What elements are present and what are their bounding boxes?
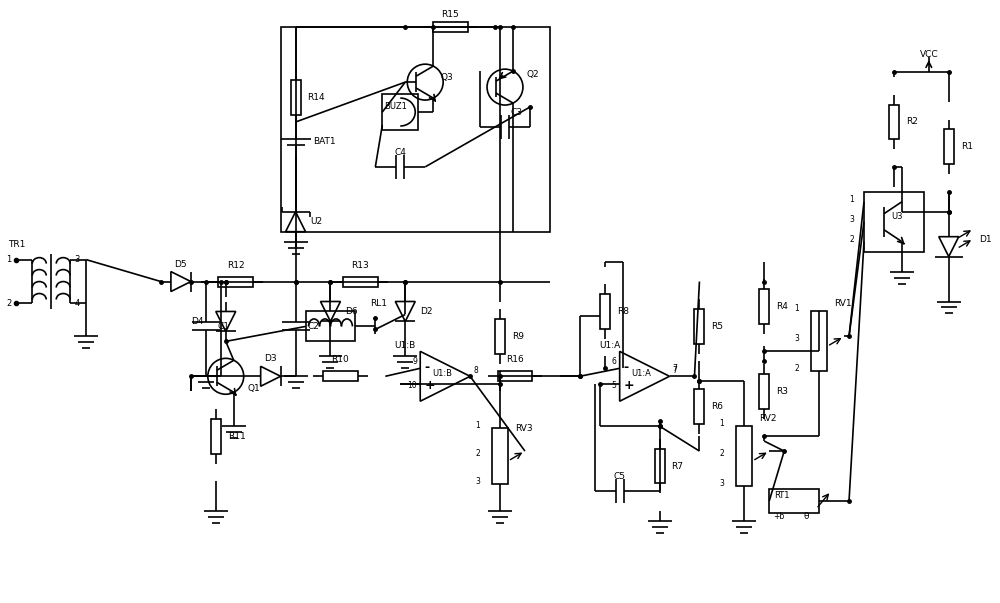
- Bar: [759, 289, 769, 324]
- Bar: [759, 374, 769, 409]
- Text: θ: θ: [803, 512, 809, 521]
- Text: D5: D5: [175, 260, 187, 268]
- Text: 8: 8: [473, 366, 478, 375]
- Text: 1: 1: [6, 255, 11, 264]
- Text: R4: R4: [776, 302, 788, 311]
- Bar: [492, 428, 508, 484]
- Bar: [343, 277, 378, 286]
- Bar: [433, 22, 468, 32]
- Bar: [323, 371, 358, 381]
- Text: +b: +b: [774, 512, 785, 521]
- Text: C3: C3: [511, 108, 523, 117]
- Text: 1: 1: [475, 421, 480, 430]
- Text: 2: 2: [794, 364, 799, 373]
- Text: U1:A: U1:A: [632, 369, 652, 378]
- Text: 1: 1: [794, 305, 799, 314]
- Text: RL1: RL1: [370, 300, 387, 309]
- Text: 1: 1: [849, 195, 854, 204]
- Bar: [281, 27, 550, 232]
- Text: 10: 10: [408, 381, 417, 390]
- Text: R11: R11: [228, 432, 246, 441]
- Text: C2: C2: [308, 322, 319, 331]
- Bar: [694, 389, 704, 424]
- Text: R13: R13: [352, 260, 369, 270]
- Text: +: +: [624, 379, 634, 392]
- Text: R15: R15: [441, 10, 459, 19]
- Text: R1: R1: [961, 142, 973, 151]
- Text: Q1: Q1: [248, 384, 260, 393]
- Bar: [694, 309, 704, 344]
- Text: C1: C1: [218, 322, 230, 331]
- Bar: [944, 130, 954, 165]
- Text: U1:B: U1:B: [432, 369, 452, 378]
- Text: -: -: [624, 361, 629, 374]
- Text: VCC: VCC: [919, 50, 938, 59]
- Text: D1: D1: [979, 235, 991, 244]
- Text: BUZ1: BUZ1: [384, 102, 407, 111]
- Text: R3: R3: [776, 387, 788, 396]
- Bar: [498, 371, 532, 381]
- Text: 4: 4: [74, 299, 79, 308]
- Text: 6: 6: [612, 358, 617, 367]
- Text: U3: U3: [891, 212, 903, 221]
- Bar: [382, 94, 418, 130]
- Text: R6: R6: [711, 402, 723, 411]
- Text: 3: 3: [74, 255, 80, 264]
- Text: D6: D6: [345, 307, 358, 316]
- Text: R5: R5: [711, 322, 723, 331]
- Text: R14: R14: [308, 93, 325, 101]
- Text: -: -: [424, 361, 429, 374]
- Bar: [769, 489, 819, 513]
- Text: U1:B: U1:B: [395, 341, 416, 350]
- Text: R8: R8: [617, 307, 629, 316]
- Bar: [211, 418, 221, 453]
- Text: 3: 3: [475, 477, 480, 486]
- Text: D4: D4: [191, 317, 203, 326]
- Text: +: +: [424, 379, 435, 392]
- Text: R9: R9: [512, 332, 524, 341]
- Text: C5: C5: [614, 472, 626, 481]
- Bar: [600, 294, 610, 329]
- Text: BAT1: BAT1: [314, 137, 336, 147]
- Text: 2: 2: [720, 449, 724, 458]
- Text: R7: R7: [672, 461, 684, 470]
- Text: R16: R16: [506, 355, 524, 364]
- Text: D3: D3: [264, 355, 277, 364]
- Text: D2: D2: [420, 307, 433, 316]
- Bar: [218, 277, 253, 286]
- Text: 7: 7: [673, 364, 677, 373]
- Text: TR1: TR1: [8, 239, 25, 248]
- Text: 3: 3: [720, 479, 724, 488]
- Text: R12: R12: [227, 260, 245, 270]
- Bar: [306, 312, 355, 341]
- Text: 7: 7: [673, 366, 677, 375]
- Bar: [889, 104, 899, 139]
- Text: 3: 3: [849, 215, 854, 224]
- Text: 9: 9: [412, 358, 417, 367]
- Bar: [736, 426, 752, 486]
- Bar: [655, 449, 665, 484]
- Text: 2: 2: [475, 449, 480, 458]
- Text: R10: R10: [332, 355, 349, 364]
- Text: RV1: RV1: [834, 300, 852, 309]
- Text: Q2: Q2: [527, 70, 540, 79]
- Bar: [495, 319, 505, 354]
- Text: 1: 1: [720, 419, 724, 428]
- Bar: [864, 192, 924, 251]
- Text: C4: C4: [394, 148, 406, 157]
- Text: 2: 2: [849, 235, 854, 244]
- Text: 2: 2: [6, 299, 11, 308]
- Text: RV2: RV2: [759, 414, 777, 423]
- Text: R2: R2: [906, 118, 918, 127]
- Text: 5: 5: [612, 381, 617, 390]
- Text: RV3: RV3: [515, 424, 533, 433]
- Bar: [291, 80, 301, 115]
- Text: Q3: Q3: [440, 72, 453, 81]
- Text: RT1: RT1: [774, 491, 790, 500]
- Text: 3: 3: [794, 335, 799, 343]
- Text: U2: U2: [311, 217, 323, 226]
- Bar: [811, 312, 827, 371]
- Text: U1:A: U1:A: [599, 341, 620, 350]
